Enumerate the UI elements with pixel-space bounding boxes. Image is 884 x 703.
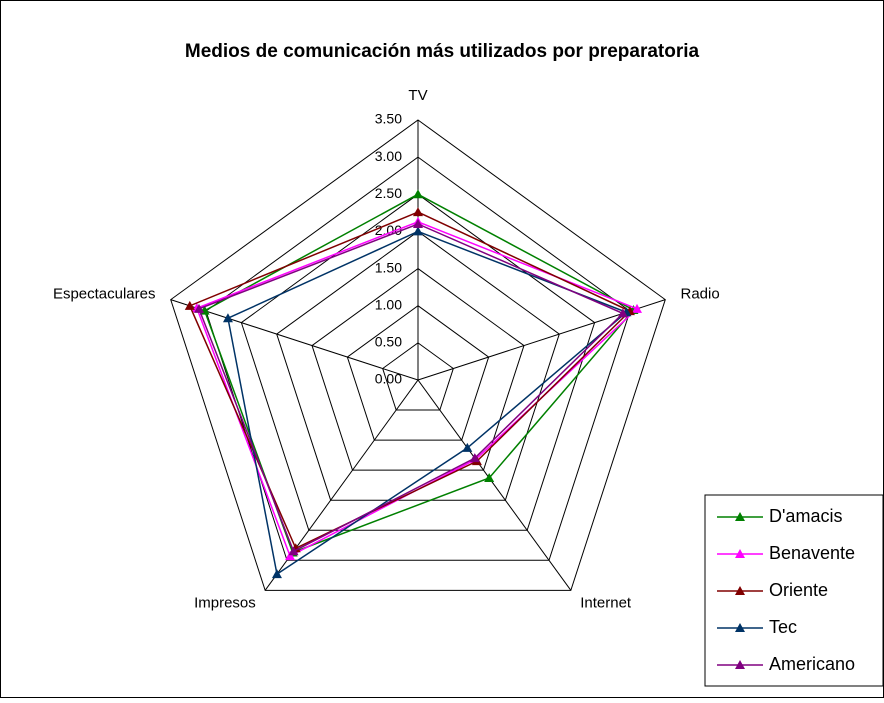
category-label: Espectaculares [53, 286, 156, 303]
legend-marker [735, 512, 745, 521]
marker [413, 189, 423, 199]
marker [285, 551, 296, 561]
series-line [195, 220, 639, 558]
marker [288, 546, 299, 556]
category-label: Impresos [194, 594, 256, 611]
category-label: TV [408, 87, 427, 104]
marker [617, 308, 628, 318]
legend-marker [735, 586, 745, 595]
legend-marker [735, 660, 745, 669]
marker [484, 472, 495, 482]
r-tick-label: 1.50 [375, 259, 402, 275]
grid-line [311, 267, 525, 471]
grid-line [276, 230, 560, 501]
legend-label: Benavente [769, 543, 855, 563]
legend-label: D'amacis [769, 506, 842, 526]
marker [413, 207, 423, 217]
legend-label: Oriente [769, 580, 828, 600]
marker [413, 226, 423, 236]
marker [413, 219, 423, 228]
series-line [198, 223, 625, 553]
axis-spoke [170, 299, 419, 381]
legend-label: Tec [769, 617, 797, 637]
grid-line [240, 193, 596, 531]
category-label: Internet [580, 594, 632, 611]
grid-line [346, 305, 490, 441]
r-tick-label: 1.00 [375, 296, 402, 312]
marker [271, 569, 282, 579]
category-label: Radio [680, 286, 719, 303]
r-tick-label: 2.00 [375, 222, 402, 238]
legend-marker [735, 623, 745, 632]
marker [469, 453, 480, 463]
marker [462, 442, 473, 452]
marker [222, 313, 233, 323]
r-tick-label: 2.50 [375, 185, 402, 201]
marker [632, 303, 643, 313]
marker [193, 303, 204, 313]
legend-label: Americano [769, 654, 855, 674]
chart-title: Medios de comunicación más utilizados po… [185, 41, 700, 62]
r-tick-label: 3.00 [375, 148, 402, 164]
axis-spoke [417, 379, 572, 591]
series-line [188, 211, 632, 550]
r-tick-label: 0.00 [375, 371, 402, 387]
marker [184, 300, 195, 310]
legend-marker [735, 549, 745, 558]
r-tick-label: 0.50 [375, 334, 402, 350]
grid-line [170, 119, 666, 591]
r-tick-label: 3.50 [375, 111, 402, 127]
grid-line [382, 342, 454, 411]
